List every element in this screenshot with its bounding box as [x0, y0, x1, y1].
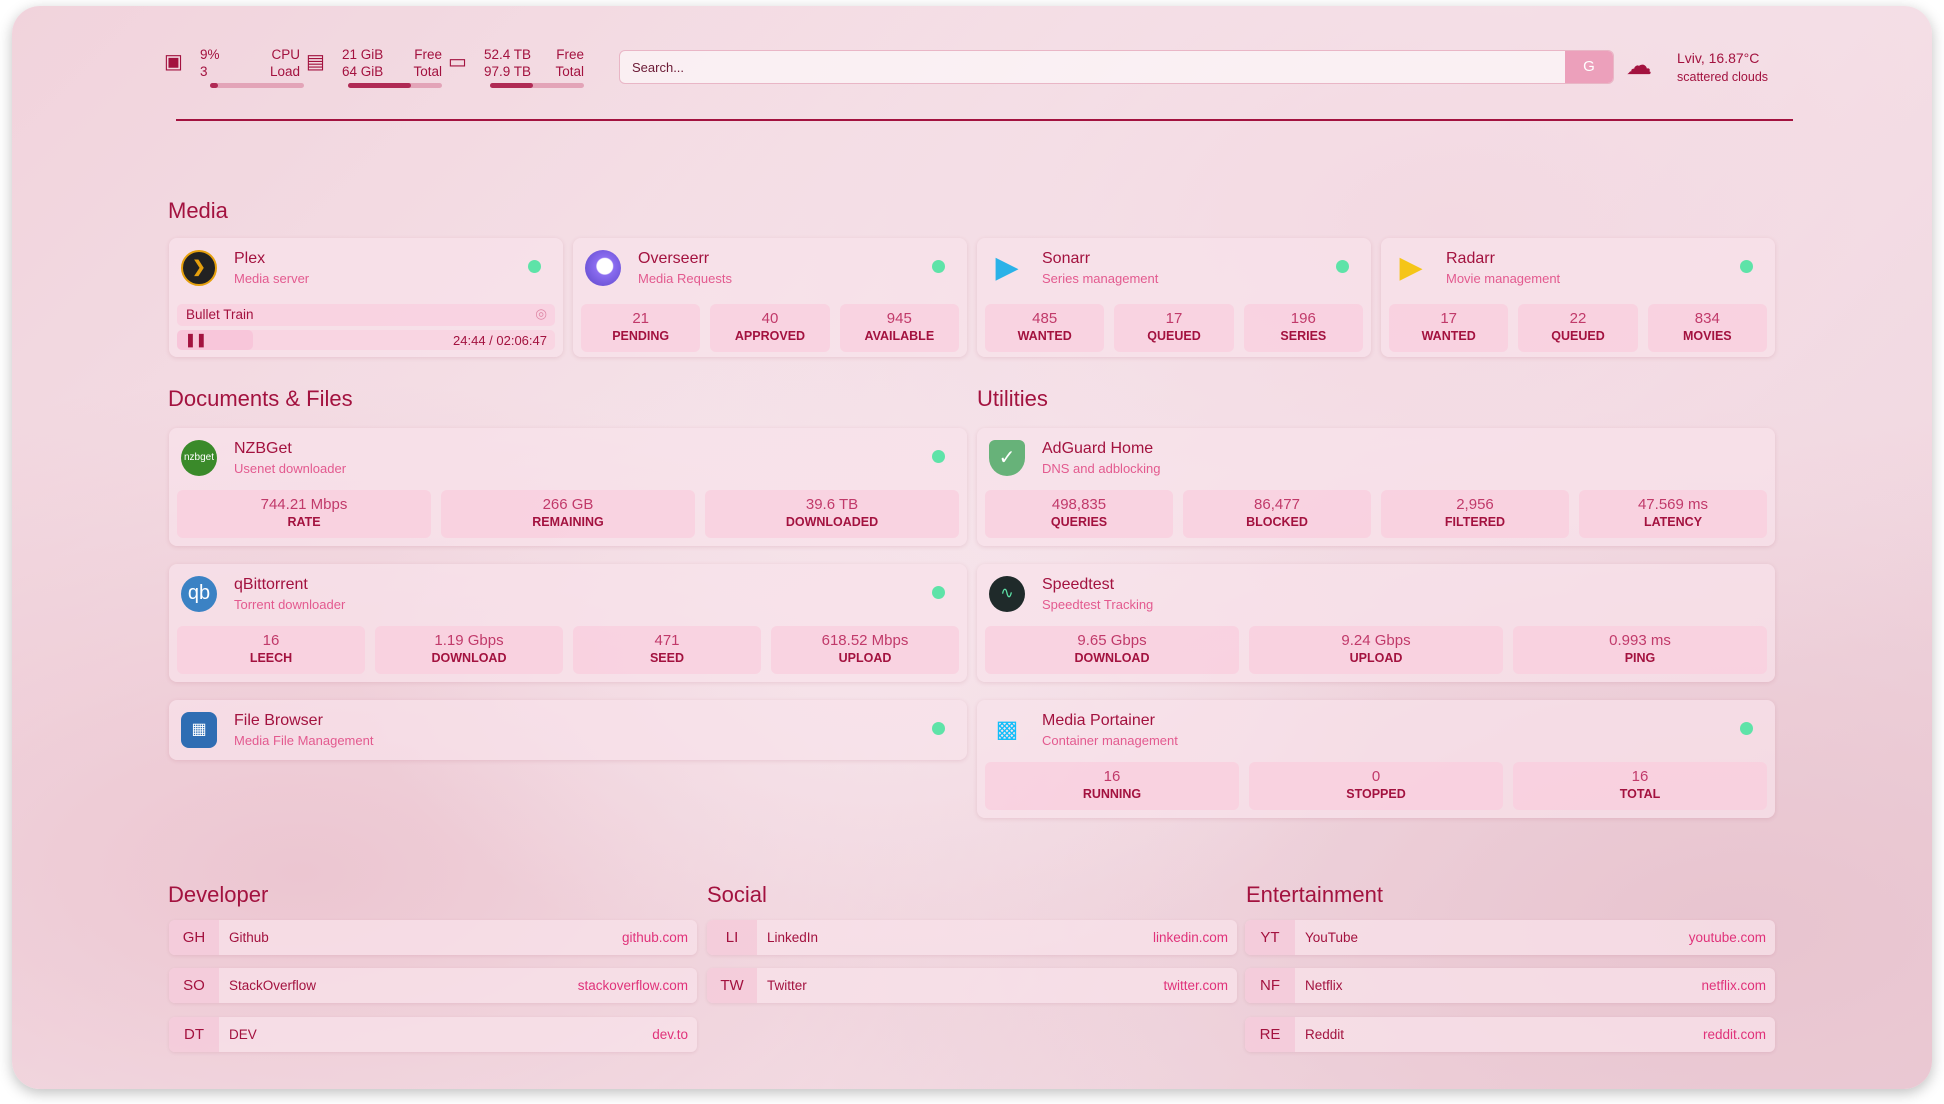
portainer-icon: ▩: [995, 716, 1019, 743]
stat-wanted: 485 WANTED: [985, 304, 1105, 352]
stat-rate: 744.21 Mbps RATE: [177, 490, 431, 538]
cpu-labels: CPU Load: [269, 47, 300, 79]
bookmark-stackoverflow[interactable]: SO StackOverflow stackoverflow.com: [169, 968, 697, 1003]
stat-ping: 0.993 ms PING: [1513, 626, 1767, 674]
now-playing: Bullet Train ◎: [177, 304, 555, 326]
memory-icon: ▤: [306, 51, 325, 73]
stat-upload: 618.52 Mbps UPLOAD: [771, 626, 959, 674]
service-card-speedtest[interactable]: ∿ Speedtest Speedtest Tracking 9.65 Gbps D…: [977, 564, 1775, 682]
overseerr-icon: [585, 250, 621, 286]
cpu-icon: ▣: [164, 51, 183, 73]
adguard-shield-icon: ✓: [989, 440, 1025, 476]
file-browser-icon: ▦: [181, 712, 217, 748]
service-card-adguard[interactable]: ✓ AdGuard Home DNS and adblocking 498,835…: [977, 428, 1775, 546]
header-divider: [176, 119, 1793, 121]
status-dot: [1740, 722, 1753, 735]
ram-widget: ▤ 21 GiB 64 GiB Free Total: [306, 46, 448, 88]
disk-bar: [490, 83, 584, 88]
stat-available: 945 AVAILABLE: [839, 304, 959, 352]
service-card-qbittorrent[interactable]: qb qBittorrent Torrent downloader 16 LEECH…: [169, 564, 967, 682]
stat-queued: 22 QUEUED: [1518, 304, 1638, 352]
hard-drive-icon: ▭: [448, 51, 467, 73]
bookmark-dev[interactable]: DT DEV dev.to: [169, 1017, 697, 1052]
stat-series: 196 SERIES: [1243, 304, 1363, 352]
pause-button[interactable]: ❚❚: [177, 330, 253, 350]
section-utilities: Utilities: [977, 386, 1048, 411]
qbittorrent-icon: qb: [181, 576, 217, 612]
stat-movies: 834 MOVIES: [1647, 304, 1767, 352]
section-docs: Documents & Files: [168, 386, 353, 411]
stat-blocked: 86,477 BLOCKED: [1183, 490, 1371, 538]
dashboard-window: ▣ 9% 3 CPU Load ▤ 21 GiB 64 GiB Free Total ▭…: [12, 6, 1932, 1089]
stat-leech: 16 LEECH: [177, 626, 365, 674]
service-card-overseerr[interactable]: Overseerr Media Requests 21 PENDING 40 APPR…: [573, 238, 967, 357]
stat-downloaded: 39.6 TB DOWNLOADED: [705, 490, 959, 538]
stat-queries: 498,835 QUERIES: [985, 490, 1173, 538]
stat-upload: 9.24 Gbps UPLOAD: [1249, 626, 1503, 674]
bookmark-twitter[interactable]: TW Twitter twitter.com: [707, 968, 1237, 1003]
bookmark-linkedin[interactable]: LI LinkedIn linkedin.com: [707, 920, 1237, 955]
status-dot: [528, 260, 541, 273]
stat-pending: 21 PENDING: [581, 304, 701, 352]
stats: 21 PENDING 40 APPROVED 945 AVAILABLE: [581, 304, 959, 352]
stat-seed: 471 SEED: [573, 626, 761, 674]
status-dot: [932, 260, 945, 273]
bookmark-reddit[interactable]: RE Reddit reddit.com: [1245, 1017, 1775, 1052]
status-dot: [1336, 260, 1349, 273]
service-card-plex[interactable]: ❯ Plex Media server Bullet Train ◎ ❚❚ 24…: [169, 238, 563, 357]
disk-widget: ▭ 52.4 TB 97.9 TB Free Total: [448, 46, 590, 88]
stat-running: 16 RUNNING: [985, 762, 1239, 810]
stat-remaining: 266 GB REMAINING: [441, 490, 695, 538]
search-google-button[interactable]: G: [1565, 51, 1613, 83]
speedtest-icon: ∿: [989, 576, 1025, 612]
status-dot: [932, 722, 945, 735]
bookmark-github[interactable]: GH Github github.com: [169, 920, 697, 955]
weather-location: Lviv, 16.87°C: [1677, 50, 1760, 66]
cpu-widget: ▣ 9% 3 CPU Load: [164, 46, 304, 88]
bookmark-netflix[interactable]: NF Netflix netflix.com: [1245, 968, 1775, 1003]
stat-download: 9.65 Gbps DOWNLOAD: [985, 626, 1239, 674]
service-card-file-browser[interactable]: ▦ File Browser Media File Management: [169, 700, 967, 760]
stat-queued: 17 QUEUED: [1114, 304, 1234, 352]
service-card-radarr[interactable]: ▶ Radarr Movie management 17 WANTED 22 QUEU…: [1381, 238, 1775, 357]
stat-latency: 47.569 ms LATENCY: [1579, 490, 1767, 538]
section-entertainment: Entertainment: [1246, 882, 1383, 907]
cpu-bar: [210, 83, 304, 88]
nzbget-icon: nzbget: [181, 440, 217, 476]
sonarr-icon: ▶: [995, 251, 1019, 284]
bookmark-youtube[interactable]: YT YouTube youtube.com: [1245, 920, 1775, 955]
status-dot: [932, 450, 945, 463]
section-social: Social: [707, 882, 767, 907]
cpu-value: 9% 3: [200, 47, 220, 79]
search-input[interactable]: Search... G: [619, 50, 1614, 84]
section-media: Media: [168, 198, 228, 223]
plex-icon: ❯: [181, 250, 217, 286]
transcode-icon: ◎: [535, 306, 547, 321]
playback-progress: ❚❚ 24:44 / 02:06:47: [177, 330, 555, 350]
service-card-portainer[interactable]: ▩ Media Portainer Container management 16…: [977, 700, 1775, 818]
radarr-icon: ▶: [1399, 251, 1423, 284]
status-dot: [1740, 260, 1753, 273]
stat-stopped: 0 STOPPED: [1249, 762, 1503, 810]
stat-wanted: 17 WANTED: [1389, 304, 1509, 352]
service-card-nzbget[interactable]: nzbget NZBGet Usenet downloader 744.21 Mb…: [169, 428, 967, 546]
stat-approved: 40 APPROVED: [710, 304, 830, 352]
status-dot: [932, 586, 945, 599]
stat-download: 1.19 Gbps DOWNLOAD: [375, 626, 563, 674]
service-card-sonarr[interactable]: ▶ Sonarr Series management 485 WANTED 17 QU…: [977, 238, 1371, 357]
weather-condition: scattered clouds: [1677, 70, 1769, 84]
section-developer: Developer: [168, 882, 269, 907]
cloud-icon: ☁: [1626, 50, 1652, 80]
stat-total: 16 TOTAL: [1513, 762, 1767, 810]
ram-bar: [348, 83, 442, 88]
stat-filtered: 2,956 FILTERED: [1381, 490, 1569, 538]
